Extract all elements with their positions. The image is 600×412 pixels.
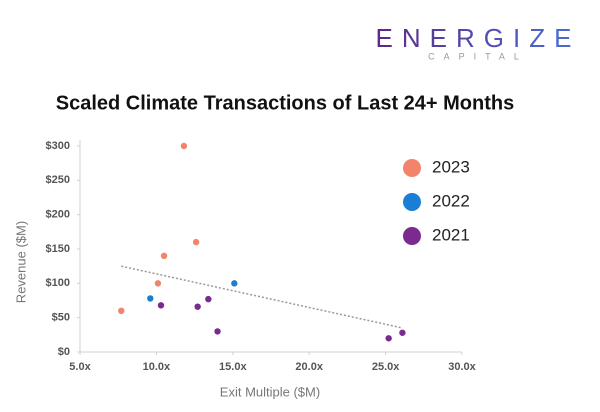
y-tick-label: $100	[46, 277, 70, 289]
x-tick-label: 15.0x	[219, 361, 247, 373]
y-tick-label: $0	[58, 346, 70, 358]
logo-tagline: CAPITAL	[428, 51, 528, 61]
y-tick-label: $50	[52, 312, 70, 324]
point	[180, 142, 188, 150]
legend-marker	[403, 193, 421, 211]
point	[385, 335, 392, 342]
x-tick-label: 25.0x	[372, 361, 400, 373]
legend-label: 2023	[432, 157, 470, 176]
chart-title: Scaled Climate Transactions of Last 24+ …	[56, 92, 514, 114]
legend-label: 2022	[432, 191, 470, 210]
legend-marker	[403, 227, 421, 245]
x-axis-label: Exit Multiple ($M)	[220, 384, 320, 399]
point	[231, 280, 238, 287]
y-tick-label: $250	[46, 174, 70, 186]
x-tick-label: 5.0x	[69, 361, 91, 373]
point	[154, 280, 162, 287]
point	[118, 307, 125, 314]
x-tick-label: 30.0x	[448, 361, 476, 373]
point	[157, 302, 165, 309]
point	[194, 303, 201, 310]
y-tick-label: $300	[46, 140, 70, 152]
point	[205, 295, 212, 303]
y-tick-label: $200	[46, 209, 70, 221]
point	[399, 329, 406, 336]
logo-name: ENERGIZE	[376, 23, 581, 53]
legend-label: 2021	[432, 225, 470, 244]
y-tick-label: $150	[46, 243, 70, 255]
point	[160, 252, 168, 260]
x-tick-label: 20.0x	[295, 361, 323, 373]
trendline	[121, 265, 403, 329]
y-axis-label: Revenue ($M)	[13, 221, 28, 303]
legend-marker	[403, 159, 421, 177]
point	[192, 238, 200, 246]
point	[214, 328, 221, 335]
x-tick-label: 10.0x	[143, 361, 171, 373]
point	[147, 295, 154, 302]
